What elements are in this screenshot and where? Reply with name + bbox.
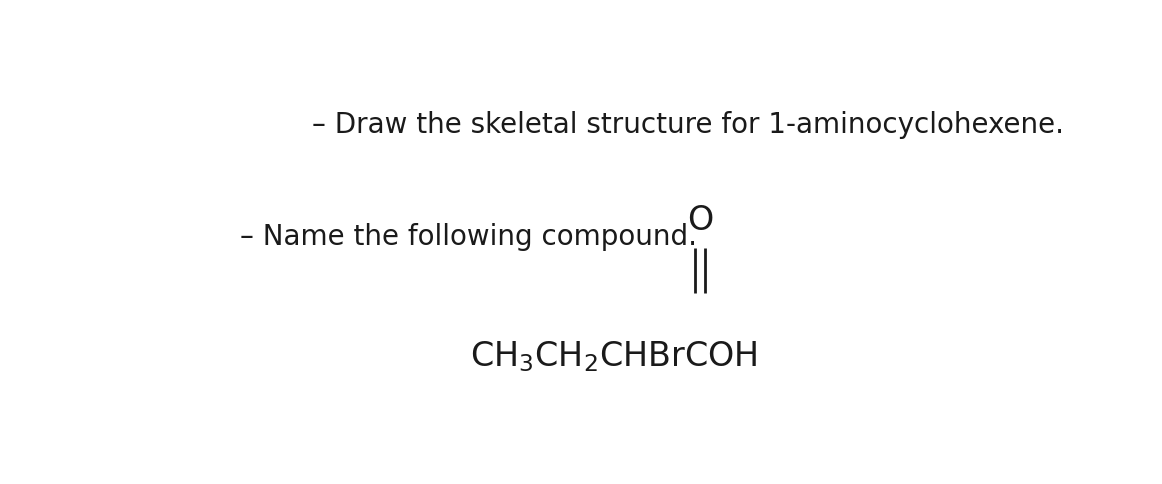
Text: – Name the following compound.: – Name the following compound. [239, 223, 697, 251]
Text: O: O [687, 204, 713, 237]
Text: – Draw the skeletal structure for 1-aminocyclohexene.: – Draw the skeletal structure for 1-amin… [311, 111, 1064, 139]
Text: $\mathregular{CH_3CH_2CHBrCOH}$: $\mathregular{CH_3CH_2CHBrCOH}$ [469, 339, 758, 374]
